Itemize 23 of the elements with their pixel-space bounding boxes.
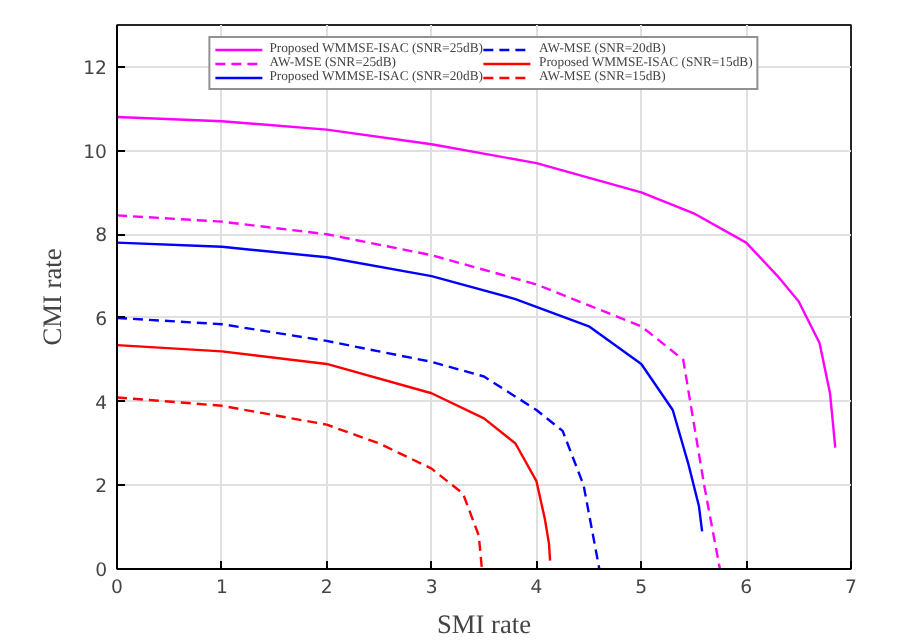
line-series — [117, 214, 722, 569]
y-tick-label: 10 — [83, 141, 108, 164]
x-tick-label: 7 — [845, 577, 858, 599]
x-axis-title: SMI rate — [436, 609, 532, 639]
line-series — [117, 115, 837, 449]
y-tick-label: 6 — [95, 308, 108, 331]
x-tick-label: 5 — [635, 577, 648, 599]
y-tick-label: 12 — [83, 57, 108, 80]
line-series — [117, 396, 484, 569]
y-axis-title: CMI rate — [37, 248, 68, 346]
y-tick-label: 8 — [95, 225, 108, 248]
y-tick-label: 0 — [95, 560, 108, 582]
y-tick-label: 4 — [95, 392, 108, 415]
x-tick-label: 1 — [215, 577, 228, 599]
y-tick-label: 2 — [95, 476, 108, 499]
x-tick-label: 2 — [320, 577, 333, 599]
x-tick-label: 0 — [111, 577, 124, 599]
x-tick-label: 6 — [740, 577, 753, 599]
line-series — [117, 241, 704, 533]
line-series — [117, 316, 601, 569]
x-tick-label: 3 — [425, 577, 438, 599]
x-tick-label: 4 — [530, 577, 543, 599]
line-series — [117, 343, 552, 562]
